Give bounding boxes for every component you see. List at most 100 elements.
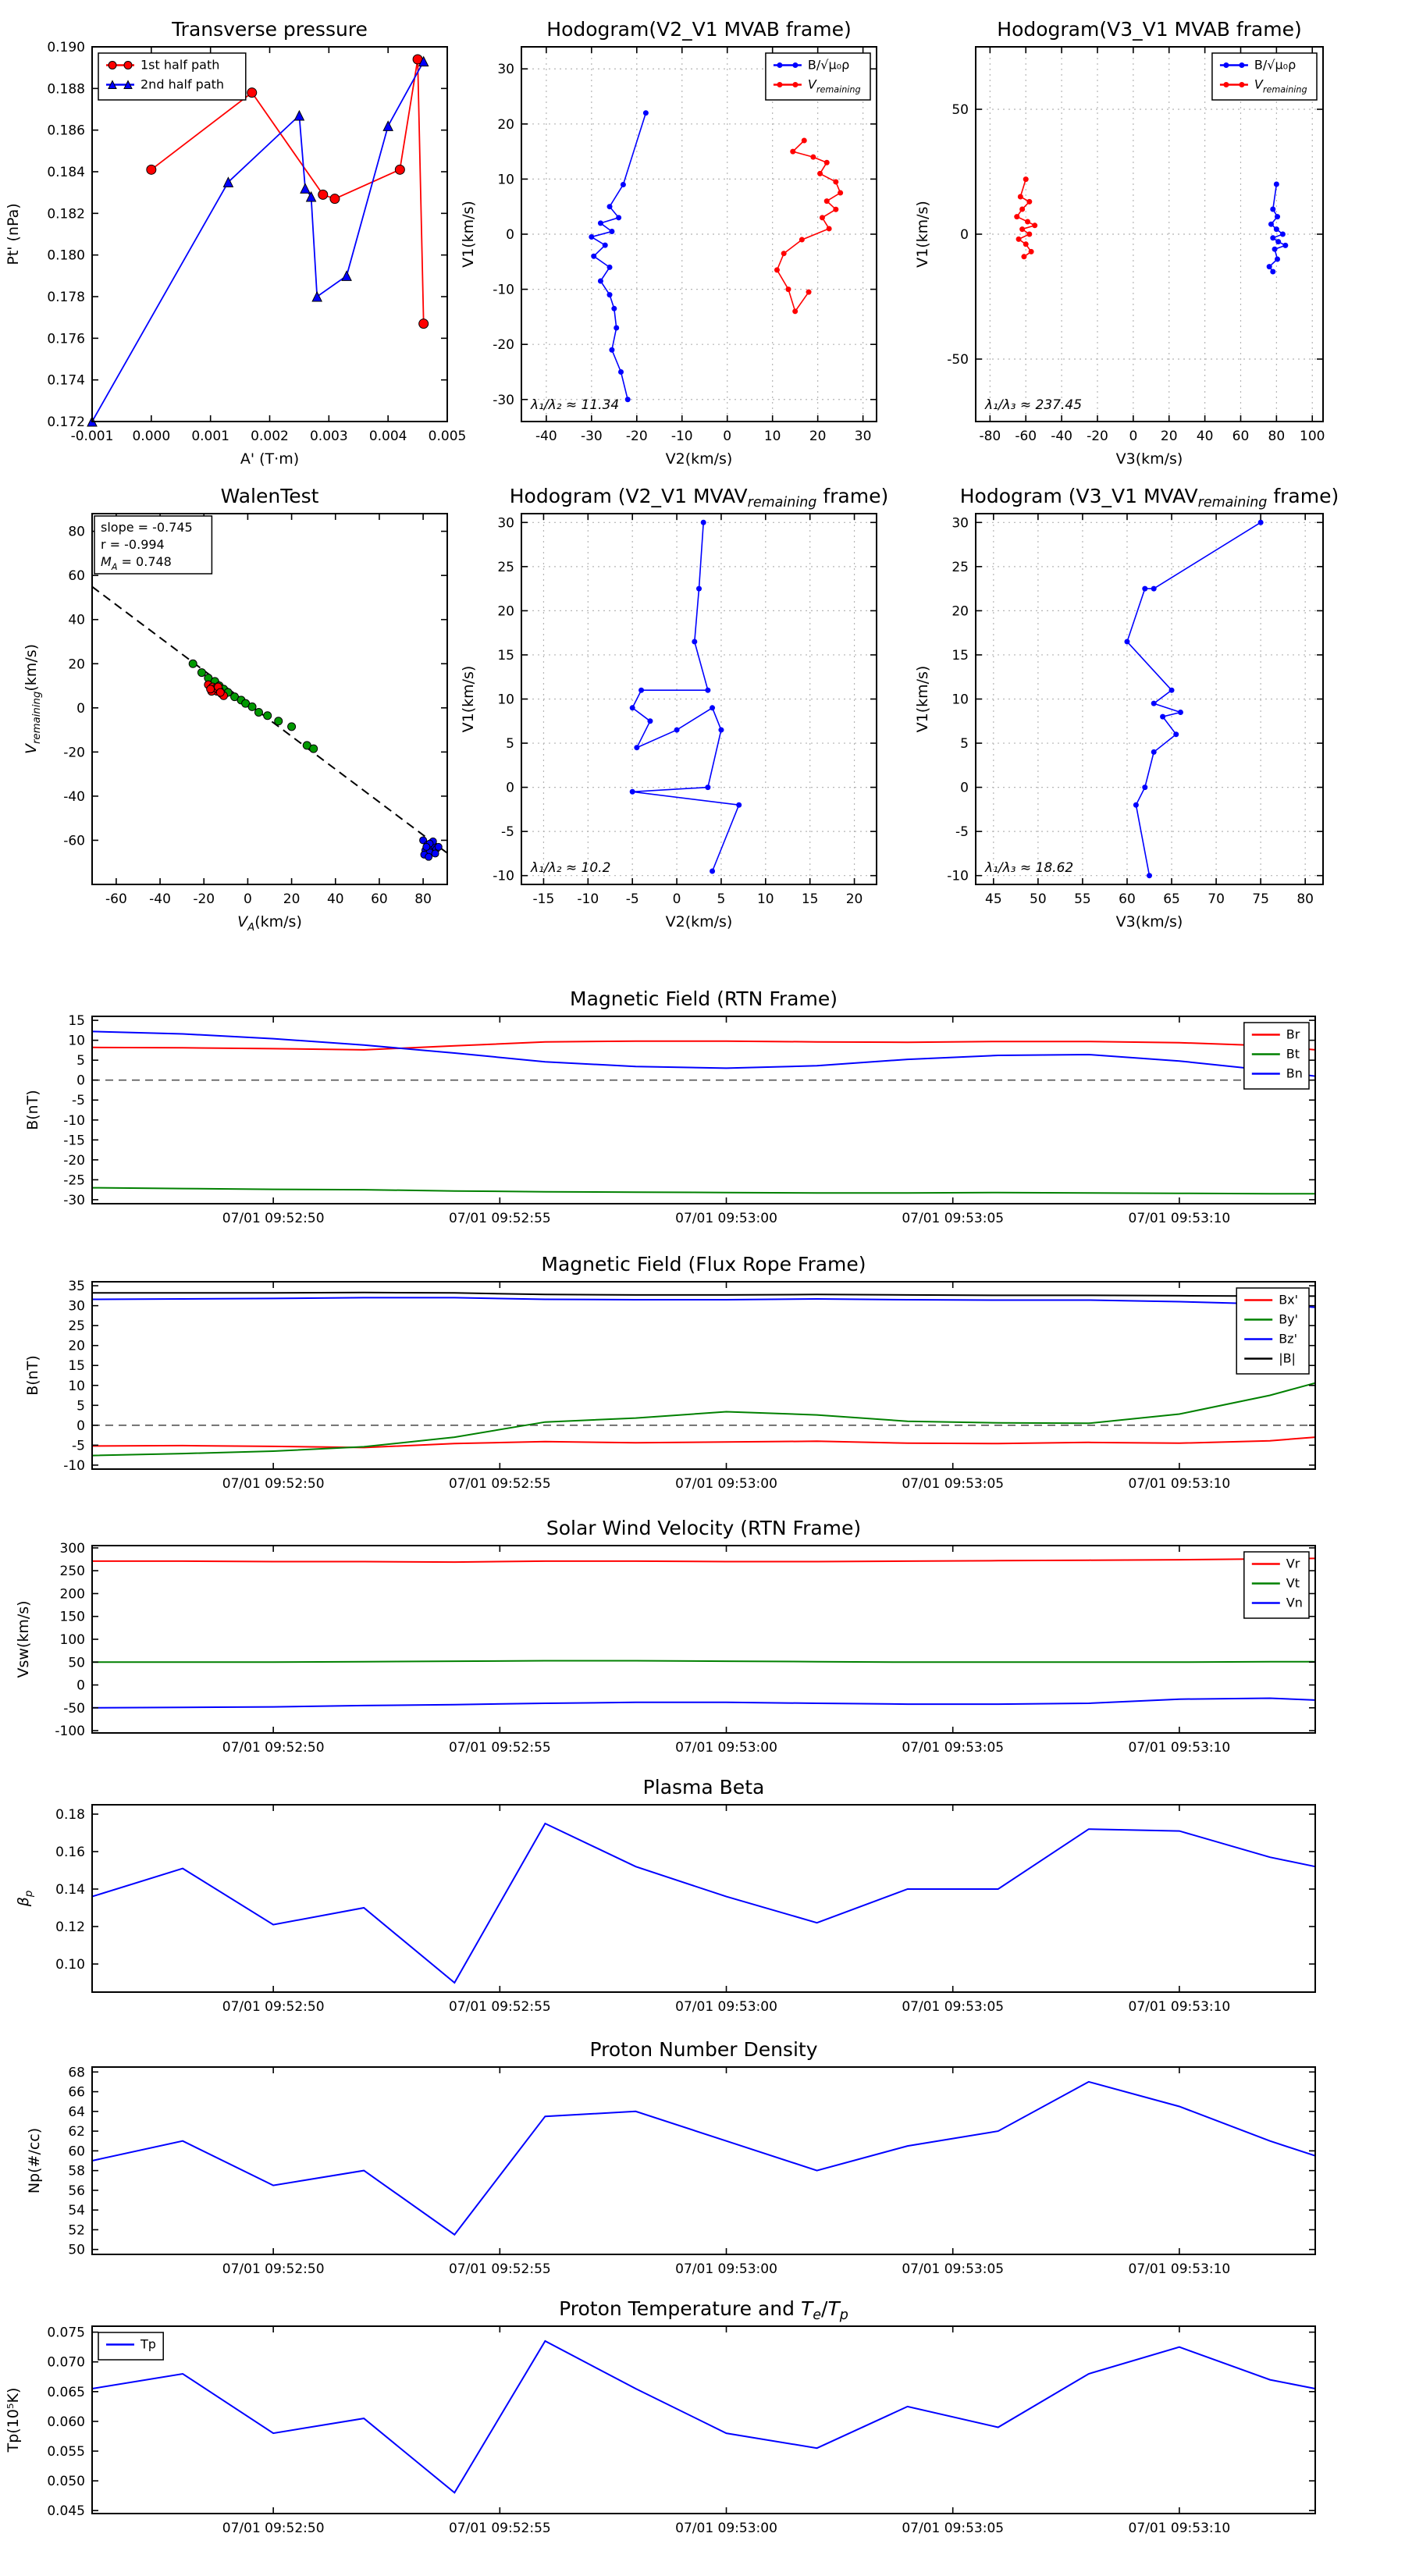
y-tick-label: 10: [497, 172, 514, 187]
y-tick-label: 10: [497, 692, 514, 708]
chart-title: Hodogram (V2_V1 MVAVremaining frame): [510, 485, 889, 511]
y-axis-label: V1(km/s): [914, 201, 931, 268]
marker-dot: [591, 253, 597, 259]
y-tick-label: -5: [72, 1093, 85, 1108]
marker-dot: [792, 62, 799, 68]
series-by-: [91, 1382, 1316, 1457]
marker-dot: [1032, 222, 1038, 229]
x-tick-label: 07/01 09:52:50: [222, 1740, 325, 1756]
marker-dot: [1142, 585, 1148, 592]
chart-title: Magnetic Field (RTN Frame): [570, 987, 838, 1010]
legend-label: Vn: [1286, 1596, 1303, 1610]
series-line: [91, 1436, 1316, 1449]
marker-dot: [810, 154, 816, 160]
x-tick-label: 07/01 09:53:10: [1129, 1999, 1231, 2015]
marker-circle: [247, 87, 258, 98]
panel-magnetic-field-rtn: 07/01 09:52:50 07/01 09:52:55 07/01 09:53:…: [24, 987, 1316, 1226]
series-line: [91, 2339, 1316, 2494]
ticks: 07/01 09:52:50 07/01 09:52:55 07/01 09:53:…: [63, 1279, 1315, 1492]
series-series0: [1124, 519, 1264, 879]
x-tick-label: 50: [1030, 891, 1047, 907]
x-axis-label: V2(km/s): [666, 450, 733, 468]
marker-dot: [801, 137, 807, 144]
y-tick-label: 52: [68, 2222, 85, 2238]
y-tick-label: -10: [63, 1458, 85, 1474]
y-tick-label: 15: [951, 648, 969, 664]
ticks: 07/01 09:52:50 07/01 09:52:55 07/01 09:53:…: [68, 2065, 1315, 2277]
x-tick-label: 07/01 09:52:55: [449, 1211, 551, 1226]
marker-dot: [777, 62, 783, 68]
marker-dot: [774, 267, 780, 273]
axes-frame: [91, 46, 448, 422]
marker-dot: [1282, 242, 1289, 248]
marker-dot: [705, 687, 711, 693]
y-tick-label: 150: [60, 1610, 85, 1625]
axes-frame: [91, 1016, 1316, 1204]
ticks: 07/01 09:52:50 07/01 09:52:55 07/01 09:53:…: [47, 2325, 1315, 2536]
y-tick-label: 0.12: [55, 1920, 85, 1935]
axes-frame: [91, 1545, 1316, 1734]
marker-dot: [785, 286, 791, 293]
y-tick-label: 0.16: [55, 1845, 85, 1860]
lambda-annotation: λ₁/λ₃ ≈ 237.45: [984, 397, 1082, 413]
y-tick-label: 50: [68, 1655, 85, 1670]
y-tick-label: 15: [497, 648, 514, 664]
legend-label: Vremaining: [1254, 77, 1307, 95]
x-tick-label: 60: [1119, 891, 1136, 907]
marker-dot: [642, 110, 649, 116]
series-bn: [91, 1030, 1316, 1077]
panel-hodogram-v3v1-mvab: -80 -60 -40 -20 0 20 40 60 80 100 -50 0 50 Hodogram(V…: [914, 18, 1325, 468]
stats-box-frame: [94, 515, 213, 575]
series--b-: [92, 1291, 1315, 1297]
marker-dot: [589, 234, 595, 240]
x-tick-label: 07/01 09:53:05: [902, 1211, 1004, 1226]
marker-triangle: [311, 290, 322, 302]
y-tick-label: 0.050: [47, 2474, 85, 2489]
marker-dot: [1257, 519, 1264, 525]
x-tick-label: -60: [105, 891, 127, 907]
y-tick-label: 0: [76, 1418, 85, 1434]
series-line: [631, 522, 740, 872]
marker-dot: [1270, 235, 1276, 241]
marker-dot: [696, 585, 702, 592]
x-tick-label: 07/01 09:52:55: [449, 1476, 551, 1492]
marker-dot: [1173, 731, 1179, 738]
series-bx-: [91, 1436, 1316, 1449]
x-tick-label: -40: [535, 429, 557, 444]
chart-title: Hodogram(V3_V1 MVAB frame): [997, 18, 1301, 41]
legend: Vr Vt Vn: [1243, 1551, 1310, 1619]
panel-plasma-beta: 07/01 09:52:50 07/01 09:52:55 07/01 09:53:…: [15, 1776, 1316, 2015]
series-bz-: [91, 1297, 1316, 1308]
marker-dot: [838, 190, 844, 196]
x-tick-label: 10: [757, 891, 774, 907]
legend: B/√μ₀ρ Vremaining: [765, 52, 871, 101]
x-tick-label: 0.005: [429, 429, 467, 444]
x-tick-label: 65: [1163, 891, 1180, 907]
y-tick-label: 0.172: [47, 415, 85, 430]
x-tick-label: 07/01 09:52:50: [222, 1999, 325, 2015]
y-tick-label: 20: [951, 603, 969, 619]
legend: Tp: [98, 2332, 164, 2361]
y-tick-label: 0.055: [47, 2444, 85, 2460]
x-tick-label: -40: [149, 891, 171, 907]
x-tick-label: 07/01 09:53:00: [675, 1740, 777, 1756]
stats-box: slope = -0.745 r = -0.994 MA = 0.748: [94, 515, 213, 575]
legend: Br Bt Bn: [1243, 1022, 1310, 1090]
marker-triangle: [341, 270, 352, 281]
series-series0: [629, 519, 742, 874]
y-tick-label: 0.188: [47, 81, 85, 97]
y-tick-label: 0.14: [55, 1882, 85, 1898]
marker-dot: [1273, 181, 1279, 187]
y-tick-label: 20: [68, 1339, 85, 1354]
axes-frame: [91, 2066, 1316, 2255]
y-tick-label: 54: [68, 2203, 85, 2218]
y-tick-label: 66: [68, 2085, 85, 2101]
x-tick-label: 07/01 09:52:55: [449, 2521, 551, 2536]
marker-dot: [606, 204, 613, 210]
y-tick-label: -60: [63, 833, 85, 849]
x-tick-label: 07/01 09:53:10: [1129, 1211, 1231, 1226]
y-tick-label: 64: [68, 2105, 85, 2120]
y-tick-label: -40: [63, 789, 85, 805]
lambda-annotation: λ₁/λ₃ ≈ 18.62: [984, 860, 1073, 876]
y-tick-label: 10: [951, 692, 969, 708]
